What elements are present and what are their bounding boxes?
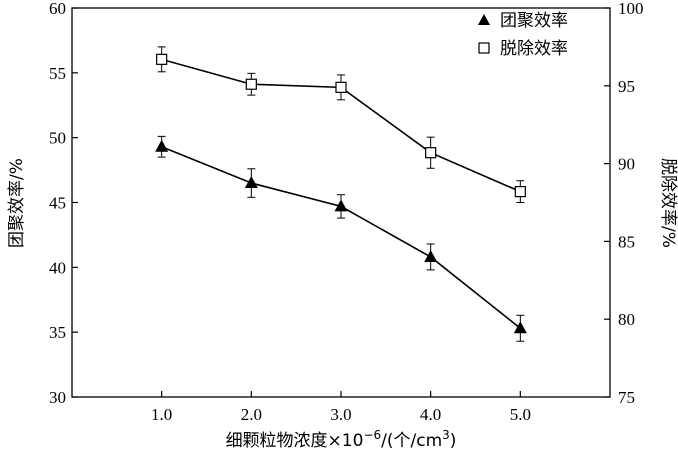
x-axis-title-exponent: −6 xyxy=(363,428,381,442)
legend: 团聚效率 脱除效率 xyxy=(478,11,568,59)
y-right-tick-label: 75 xyxy=(618,388,635,407)
x-tick-label: 5.0 xyxy=(510,405,531,424)
data-point-triangle xyxy=(513,321,527,334)
y-right-axis-title: 脱除效率/% xyxy=(658,158,678,248)
y-right-tick-label: 90 xyxy=(618,155,635,174)
x-axis-title: 细颗粒物浓度×10−6/(个/cm3) xyxy=(226,428,457,451)
data-point-square xyxy=(514,186,526,198)
legend-label-agglomeration: 团聚效率 xyxy=(500,11,568,31)
data-point-square xyxy=(425,147,437,159)
y-right-tick-label: 80 xyxy=(618,310,635,329)
y-left-tick-label: 35 xyxy=(49,323,66,342)
legend-square-marker xyxy=(478,42,490,54)
data-point-square xyxy=(335,81,347,93)
y-left-tick-label: 55 xyxy=(49,64,66,83)
data-point-triangle xyxy=(334,199,348,212)
legend-item-removal: 脱除效率 xyxy=(478,39,568,59)
series-line-0 xyxy=(161,146,521,329)
data-point-triangle xyxy=(155,139,169,152)
x-tick-label: 1.0 xyxy=(151,405,172,424)
ticks: 1.0 2.0 3.0 4.0 5.0 30 35 40 45 50 55 60 75 80 85 90 95 1… xyxy=(49,0,644,424)
x-tick-label: 3.0 xyxy=(330,405,351,424)
data-point-square xyxy=(156,53,168,65)
y-left-tick-label: 30 xyxy=(49,388,66,407)
data-point-square xyxy=(245,78,257,90)
y-left-tick-label: 45 xyxy=(49,194,66,213)
x-axis-title-unit-suffix: ) xyxy=(450,431,457,451)
legend-label-removal: 脱除效率 xyxy=(500,39,568,59)
x-axis-title-unit-prefix: /(个/cm xyxy=(381,431,442,451)
x-axis-title-main: 细颗粒物浓度×10 xyxy=(226,431,364,451)
y-left-tick-label: 50 xyxy=(49,129,66,148)
legend-item-agglomeration: 团聚效率 xyxy=(478,11,568,31)
y-left-tick-label: 60 xyxy=(49,0,66,18)
y-right-tick-label: 100 xyxy=(618,0,644,18)
legend-triangle-marker xyxy=(478,14,490,25)
data-point-triangle xyxy=(424,249,438,262)
y-left-axis-title: 团聚效率/% xyxy=(7,158,27,248)
x-tick-label: 2.0 xyxy=(241,405,262,424)
y-right-tick-label: 95 xyxy=(618,77,635,96)
x-axis-title-unit-exponent: 3 xyxy=(442,428,450,442)
data-point-triangle xyxy=(244,176,258,189)
y-left-tick-label: 40 xyxy=(49,258,66,277)
y-right-tick-label: 85 xyxy=(618,232,635,251)
series-layer xyxy=(155,46,527,342)
x-tick-label: 4.0 xyxy=(420,405,441,424)
